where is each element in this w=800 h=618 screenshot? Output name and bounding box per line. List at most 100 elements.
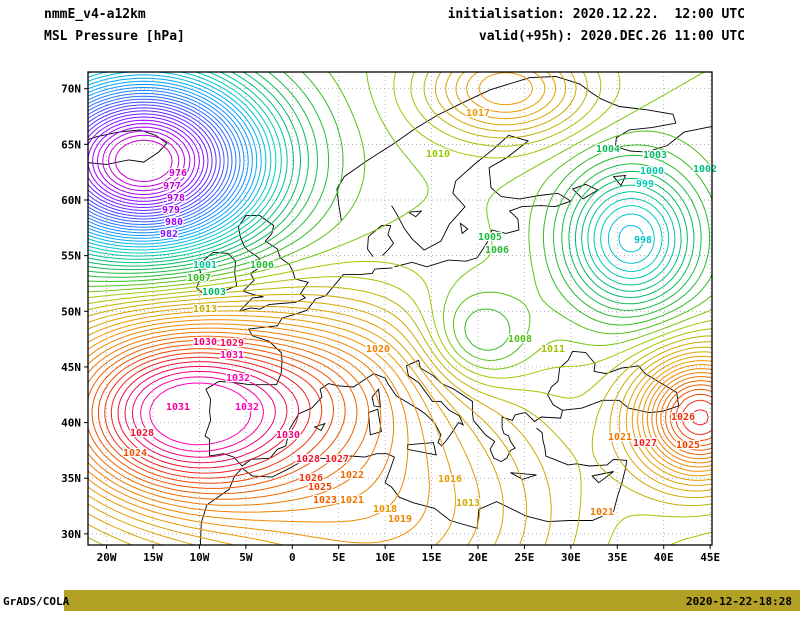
contour-value-label: 1021 [340,495,364,506]
footer-bar [64,590,800,611]
isobar-1008 [88,72,712,361]
contour-value-label: 979 [162,205,180,216]
valid-time: valid(+95h): 2020.DEC.26 11:00 UTC [478,29,745,44]
isobar-1006 [88,72,711,318]
contour-value-label: 1032 [226,373,250,384]
isobar-1017 [88,72,712,545]
isobar-1028 [117,361,300,469]
lon-axis-label: 25E [514,551,534,564]
lon-axis-label: 20W [97,551,117,564]
coastline-lake-onega [612,174,627,187]
contour-value-label: 1031 [166,402,190,413]
contour-value-label: 1027 [325,454,349,465]
isobar-986 [88,104,221,217]
contour-value-label: 1013 [193,304,217,315]
grads-credit: GrADS/COLA [3,595,70,608]
contour-value-label: 999 [636,179,654,190]
isobar-991 [88,89,241,231]
coastline-denmark [367,225,395,257]
isobar-980 [92,123,196,199]
contour-value-label: 1029 [220,338,244,349]
isobar-1004 [88,72,695,305]
isobar-995 [88,77,258,242]
isobar-982 [88,116,205,205]
coastline-sardinia [367,408,382,436]
contour-value-label: 1005 [478,232,502,243]
isobar-998 [88,72,655,264]
contour-value-label: 1011 [541,344,565,355]
coastline-black-sea [547,350,680,414]
lat-axis-label: 60N [61,194,81,207]
contour-value-label: 1020 [366,344,390,355]
isobar-1016 [88,72,712,545]
contour-value-label: 1026 [299,473,323,484]
model-name: nmmE_v4-a12km [44,7,146,22]
lon-axis-label: 35E [607,551,627,564]
map-frame [87,71,713,546]
isobar-1011 [88,72,712,545]
lat-axis-label: 40N [61,417,81,430]
field-title: MSL Pressure [hPa] [44,29,185,44]
coastline-norway-white-sea [336,76,712,222]
contour-value-label: 1010 [426,149,450,160]
isobar-1019 [88,323,712,523]
contour-value-label: 1003 [202,287,226,298]
contour-value-label: 1030 [193,337,217,348]
isobar-977 [108,134,180,187]
contour-value-label: 1025 [308,482,332,493]
contour-value-label: 1025 [676,440,700,451]
contour-value-label: 1000 [640,166,664,177]
lon-axis-label: 45E [700,551,720,564]
contour-value-label: 1004 [596,144,620,155]
contour-value-label: 1028 [130,428,154,439]
contour-value-label: 1027 [633,438,657,449]
contour-value-label: 1016 [438,474,462,485]
isobar-1031 [140,376,264,452]
isobar-1029 [124,365,288,464]
coastline-lake-vanern [406,210,423,218]
isobar-987 [88,101,225,220]
isobar-981 [88,119,200,202]
contour-value-label: 1022 [340,470,364,481]
lon-axis-label: 5W [239,551,253,564]
coastline-lake-ladoga [571,183,599,200]
isobar-1012 [88,72,712,545]
pressure-contours [88,72,712,545]
contour-value-label: 1024 [123,448,147,459]
initialisation-time: initialisation: 2020.12.22. 12:00 UTC [447,7,745,22]
isobar-988 [88,98,229,223]
isobar-1007 [88,72,712,351]
isobar-1015 [88,72,712,545]
axis-labels: 70N 65N 60N 55N 50N 45N 40N 35N 30N 20W 15W 10W 5W 0 5… [61,83,720,564]
contour-value-label: 1003 [643,150,667,161]
contour-value-label: 1021 [590,507,614,518]
lon-axis-label: 10E [375,551,395,564]
contour-value-label: 1031 [220,350,244,361]
coastline-cyprus [591,471,614,484]
contour-value-label: 982 [160,229,178,240]
isobar-1020 [88,327,712,513]
isobar-1024 [91,344,712,489]
lon-axis-label: 40E [654,551,674,564]
contour-value-label: 978 [167,193,185,204]
isobar-992 [88,87,245,234]
lat-axis-label: 65N [61,138,81,151]
isobar-989 [88,95,233,225]
isobar-1013 [88,72,712,545]
isobar-1027 [110,356,709,474]
lat-lon-grid [88,72,712,545]
coastline-corsica [371,388,382,408]
isobar-1023 [88,339,712,495]
contour-value-label: 1023 [313,495,337,506]
lon-axis-label: 15E [422,551,442,564]
isobar-978 [102,130,186,192]
isobar-1014 [88,72,712,545]
contour-value-label: 1021 [608,432,632,443]
coastline-iceland [88,129,168,165]
contour-value-label: 1006 [250,260,274,271]
isobar-1010 [88,72,712,545]
contour-value-label: 1032 [235,402,259,413]
contour-value-label: 1013 [456,498,480,509]
contour-value-label: 1008 [508,334,532,345]
